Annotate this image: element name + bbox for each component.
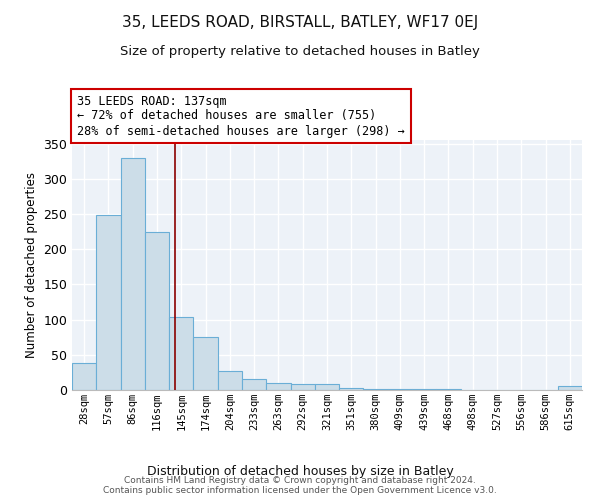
- Bar: [169, 318, 193, 390]
- Bar: [364, 388, 388, 390]
- Bar: [290, 384, 315, 390]
- Text: Size of property relative to detached houses in Batley: Size of property relative to detached ho…: [120, 45, 480, 58]
- Text: 35, LEEDS ROAD, BIRSTALL, BATLEY, WF17 0EJ: 35, LEEDS ROAD, BIRSTALL, BATLEY, WF17 0…: [122, 15, 478, 30]
- Text: Contains HM Land Registry data © Crown copyright and database right 2024.
Contai: Contains HM Land Registry data © Crown c…: [103, 476, 497, 495]
- Text: Distribution of detached houses by size in Batley: Distribution of detached houses by size …: [146, 464, 454, 477]
- Bar: [388, 388, 412, 390]
- Bar: [96, 216, 121, 390]
- Bar: [315, 384, 339, 390]
- Bar: [145, 232, 169, 390]
- Y-axis label: Number of detached properties: Number of detached properties: [25, 172, 38, 358]
- Bar: [121, 158, 145, 390]
- Bar: [218, 371, 242, 390]
- Bar: [558, 386, 582, 390]
- Bar: [72, 363, 96, 390]
- Bar: [339, 388, 364, 390]
- Bar: [193, 337, 218, 390]
- Bar: [242, 378, 266, 390]
- Bar: [266, 383, 290, 390]
- Text: 35 LEEDS ROAD: 137sqm
← 72% of detached houses are smaller (755)
28% of semi-det: 35 LEEDS ROAD: 137sqm ← 72% of detached …: [77, 94, 405, 138]
